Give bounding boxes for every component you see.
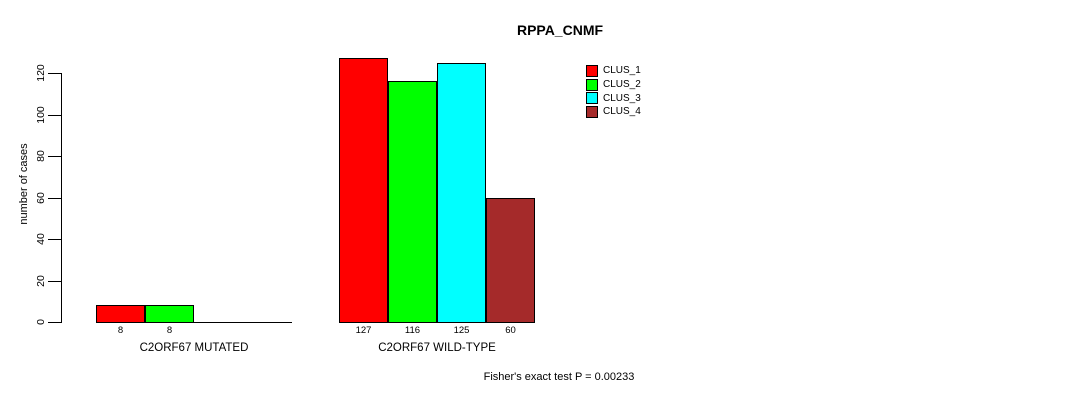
legend-item-clus_2: CLUS_2	[586, 78, 641, 92]
legend-item-clus_4: CLUS_4	[586, 105, 641, 119]
legend-swatch-icon	[586, 78, 598, 91]
x-category-label: C2ORF67 WILD-TYPE	[378, 342, 496, 354]
group-baseline	[96, 322, 292, 323]
y-axis-tick	[48, 322, 61, 323]
y-axis-line	[61, 73, 62, 323]
bar-clus_2	[388, 81, 437, 323]
bar-clus_3	[437, 62, 486, 323]
bar-value-label: 8	[117, 325, 124, 336]
bar-value-label: 60	[505, 325, 516, 336]
bar-value-label: 125	[453, 325, 470, 336]
y-axis-tick-label: 100	[35, 105, 47, 124]
legend-item-clus_3: CLUS_3	[586, 91, 641, 105]
y-axis-tick-label: 40	[35, 233, 47, 245]
legend: CLUS_1 CLUS_2 CLUS_3 CLUS_4	[586, 64, 641, 119]
legend-swatch-icon	[586, 92, 598, 105]
y-axis-label: number of cases	[18, 143, 30, 225]
y-axis-tick-label: 20	[35, 274, 47, 287]
legend-label: CLUS_3	[603, 92, 641, 104]
legend-item-clus_1: CLUS_1	[586, 64, 641, 78]
legend-swatch-icon	[586, 64, 598, 77]
y-axis-tick	[48, 239, 61, 240]
y-axis-tick-label: 80	[35, 150, 47, 162]
bar-value-label: 8	[166, 325, 173, 336]
bar-value-label: 127	[355, 325, 372, 336]
y-axis-tick	[48, 114, 61, 116]
bar-clus_4	[486, 197, 535, 323]
x-category-label: C2ORF67 MUTATED	[139, 342, 249, 354]
y-axis-tick	[48, 73, 61, 74]
y-axis-tick	[48, 280, 61, 282]
bar-clus_2	[145, 305, 194, 323]
chart-title: RPPA_CNMF	[516, 22, 604, 38]
legend-label: CLUS_2	[603, 79, 641, 91]
y-axis-tick-label: 60	[35, 191, 47, 204]
legend-label: CLUS_4	[603, 106, 641, 118]
y-axis-tick-label: 0	[35, 319, 47, 325]
stat-annotation: Fisher's exact test P = 0.00233	[483, 371, 635, 383]
bar-clus_1	[339, 58, 388, 323]
y-axis-tick	[48, 156, 61, 157]
legend-label: CLUS_1	[603, 65, 641, 77]
bar-clus_1	[96, 305, 145, 323]
bar-value-label: 116	[404, 325, 421, 336]
y-axis-tick-label: 120	[35, 64, 47, 82]
y-axis-tick	[48, 197, 61, 199]
legend-swatch-icon	[586, 105, 598, 118]
